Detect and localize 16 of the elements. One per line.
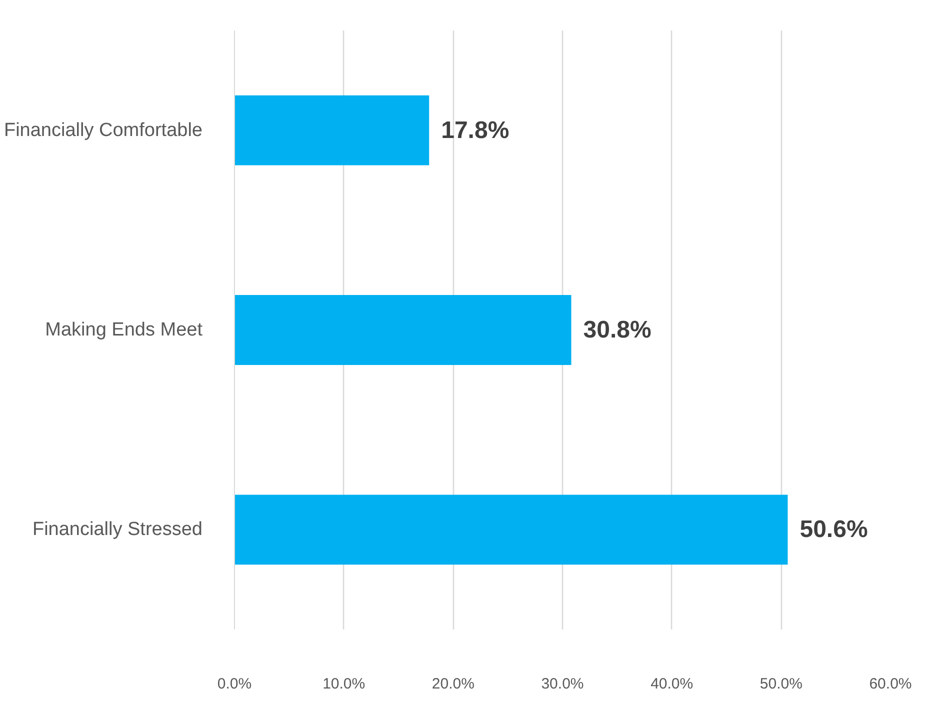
y-tick-label: Financially Stressed <box>32 519 203 540</box>
x-tick-label: 40.0% <box>650 676 694 692</box>
x-tick-label: 30.0% <box>541 676 584 692</box>
y-tick-label: Making Ends Meet <box>45 320 204 340</box>
x-tick-label: 0.0% <box>217 676 252 692</box>
bar <box>234 95 430 166</box>
x-tick-label: 60.0% <box>869 676 912 692</box>
data-label: 50.6% <box>800 516 868 544</box>
data-label: 30.8% <box>583 316 652 344</box>
x-tick-label: 20.0% <box>432 676 474 692</box>
bar <box>234 295 572 365</box>
bar <box>234 494 788 565</box>
x-tick-label: 10.0% <box>322 676 366 692</box>
y-tick-label: Financially Comfortable <box>4 120 203 141</box>
data-label: 17.8% <box>441 116 510 144</box>
x-tick-label: 50.0% <box>760 676 802 692</box>
